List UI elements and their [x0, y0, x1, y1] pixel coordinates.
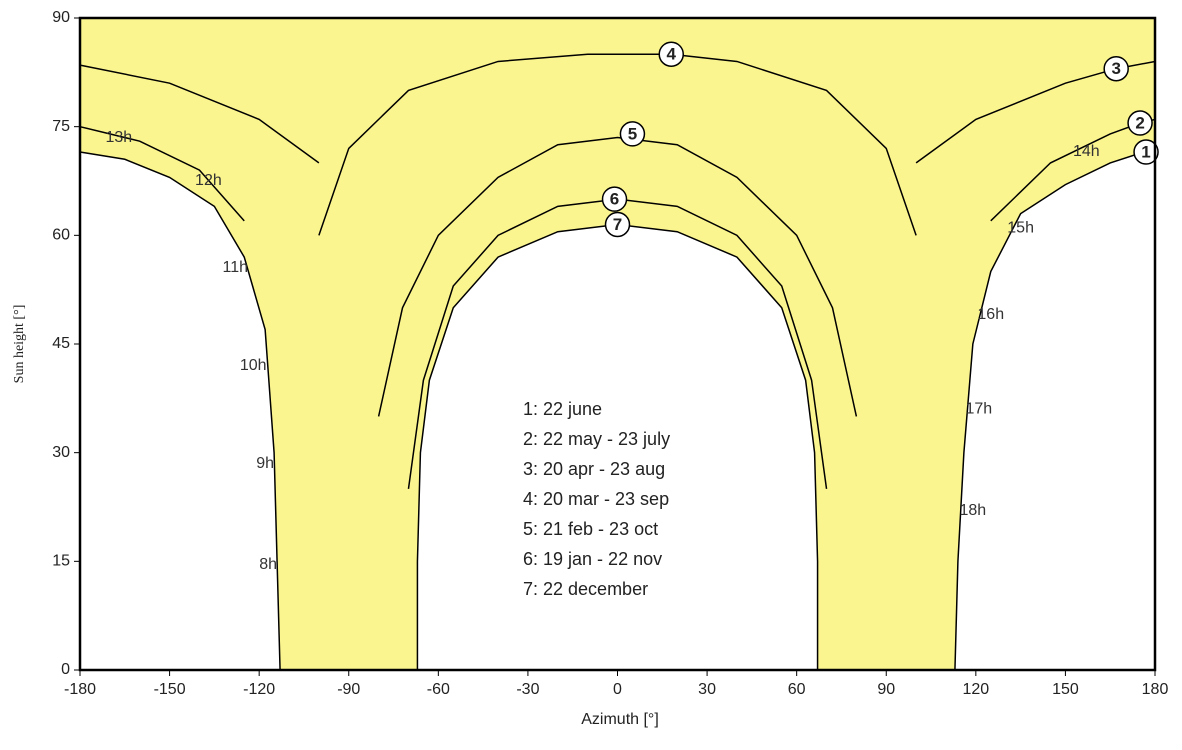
x-tick-label: -180 [64, 681, 96, 698]
hour-label: 14h [1073, 143, 1100, 160]
x-tick-label: -90 [337, 681, 360, 698]
hour-label: 8h [259, 556, 277, 573]
hour-label: 12h [195, 172, 222, 189]
curve-marker [619, 121, 646, 147]
hour-label: 17h [965, 400, 992, 417]
x-tick-label: -30 [516, 681, 539, 698]
legend-entry: 1: 22 june [523, 399, 602, 419]
x-axis-label: Azimuth [°] [581, 711, 659, 728]
x-tick-label: 60 [788, 681, 806, 698]
date-curve [79, 60, 1156, 164]
hour-label: 9h [256, 455, 274, 472]
curve-marker [1133, 139, 1159, 165]
x-tick-label: 30 [698, 681, 716, 698]
hour-label: 10h [240, 357, 267, 374]
curve-marker [658, 41, 684, 67]
shaded-area [80, 18, 1155, 670]
x-tick-label: -150 [154, 681, 186, 698]
legend-entry: 3: 20 apr - 23 aug [523, 459, 665, 479]
legend-entry: 7: 22 december [523, 579, 648, 599]
hour-label: 16h [977, 306, 1004, 323]
x-tick-label: 90 [877, 681, 895, 698]
curve-marker-label: 4 [667, 45, 677, 64]
curve-marker [1103, 55, 1129, 82]
curve-marker [1127, 110, 1153, 136]
legend-entry: 5: 21 feb - 23 oct [523, 519, 658, 539]
date-curve [377, 136, 858, 417]
x-tick-label: -120 [243, 681, 275, 698]
curve-marker-label: 5 [628, 124, 637, 143]
hour-label: 18h [959, 502, 986, 519]
curve-marker-label: 1 [1141, 143, 1150, 162]
y-tick-label: 15 [52, 553, 70, 570]
curve-marker-label: 6 [610, 190, 619, 209]
y-tick-label: 0 [61, 661, 70, 678]
x-tick-label: 150 [1052, 681, 1079, 698]
plot-frame [78, 16, 1157, 672]
curve-marker-label: 2 [1135, 114, 1144, 133]
curve-marker-label: 7 [613, 215, 622, 234]
y-tick-label: 30 [52, 444, 70, 461]
date-curve [318, 53, 917, 236]
curve-marker [601, 186, 628, 212]
hour-label: 15h [1007, 219, 1034, 236]
legend-entry: 4: 20 mar - 23 sep [523, 489, 669, 509]
hour-label: 13h [105, 129, 132, 146]
y-tick-label: 45 [52, 335, 70, 352]
curve-marker [604, 211, 631, 238]
x-tick-label: 0 [613, 681, 622, 698]
date-curve [79, 147, 1156, 671]
y-tick-label: 60 [52, 227, 70, 244]
legend-entry: 6: 19 jan - 22 nov [523, 549, 662, 569]
x-tick-label: -60 [427, 681, 450, 698]
y-axis-label: Sun height [°] [12, 305, 27, 384]
y-tick-label: 90 [52, 9, 70, 26]
legend-entry: 2: 22 may - 23 july [523, 429, 670, 449]
y-tick-label: 75 [52, 118, 70, 135]
x-tick-label: 120 [962, 681, 989, 698]
hour-label: 11h [223, 259, 249, 276]
curve-marker-label: 3 [1111, 59, 1120, 78]
x-tick-label: 180 [1142, 681, 1169, 698]
